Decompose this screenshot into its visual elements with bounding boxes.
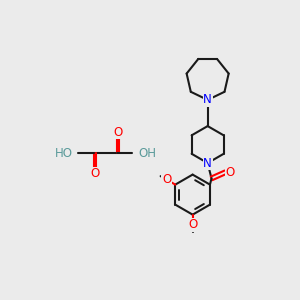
Text: O: O xyxy=(188,218,197,231)
Text: HO: HO xyxy=(55,146,73,160)
Text: O: O xyxy=(162,173,171,186)
Text: N: N xyxy=(203,93,212,106)
Text: N: N xyxy=(203,157,212,169)
Text: O: O xyxy=(225,166,235,179)
Text: OH: OH xyxy=(138,146,156,160)
Text: O: O xyxy=(113,126,123,139)
Text: O: O xyxy=(90,167,100,180)
